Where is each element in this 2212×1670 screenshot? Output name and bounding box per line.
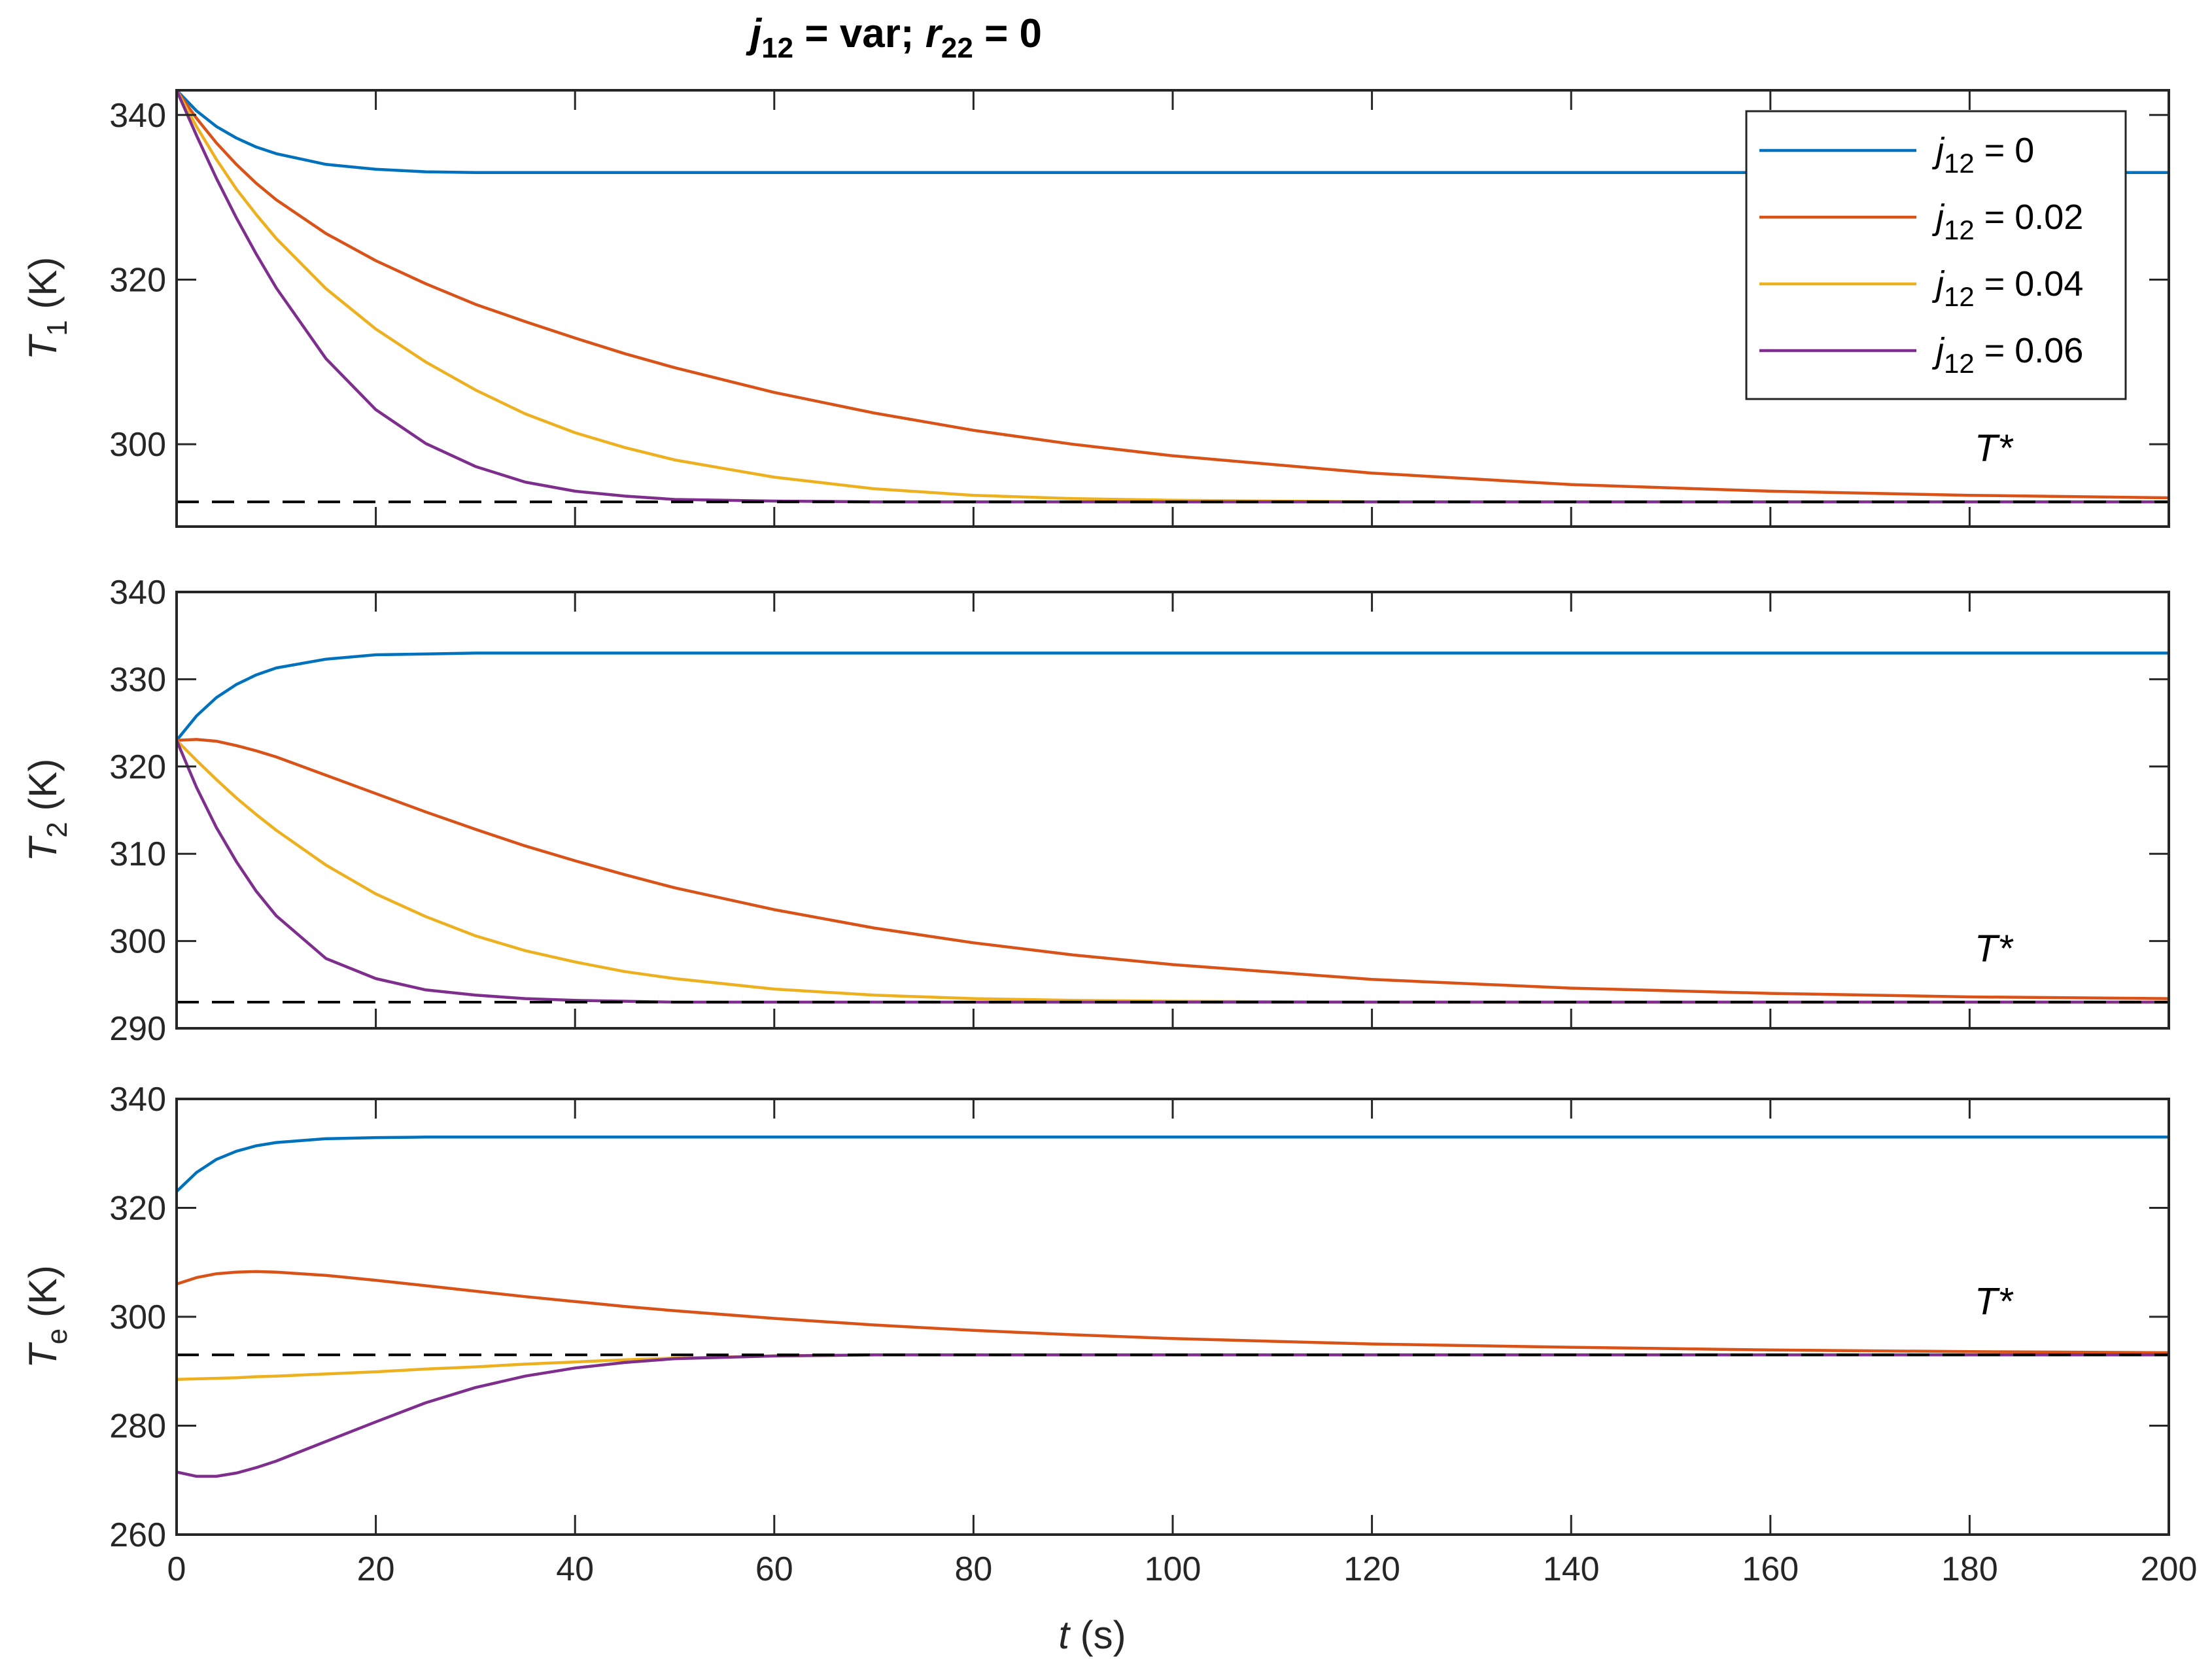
y-axis-label: Te (K) [21, 1265, 73, 1368]
y-axis-var: T [21, 1342, 65, 1368]
y-axis-label: T1 (K) [21, 257, 73, 360]
y-tick-label: 330 [109, 661, 166, 699]
reference-annotation: T* [1975, 928, 2014, 970]
x-tick-label: 60 [755, 1550, 793, 1588]
plot-area [177, 592, 2169, 1028]
x-tick-label: 140 [1543, 1550, 1600, 1588]
series-line-2 [175, 89, 2169, 500]
x-tick-label: 120 [1343, 1550, 1400, 1588]
y-tick-label: 300 [109, 426, 166, 464]
legend-value: = 0.04 [1975, 264, 2084, 304]
y-tick-label: 260 [109, 1516, 166, 1554]
series-line-4 [175, 739, 2169, 1004]
y-tick-label: 290 [109, 1010, 166, 1048]
legend-value: = 0.02 [1975, 198, 2084, 237]
series-line-1 [175, 1136, 2169, 1193]
series-line-1 [175, 89, 2169, 175]
title-end: = 0 [973, 11, 1042, 56]
y-tick-label: 300 [109, 923, 166, 961]
x-tick-label: 20 [357, 1550, 395, 1588]
y-tick-label: 340 [109, 97, 166, 135]
legend-sub: 12 [1944, 215, 1975, 245]
y-tick-label: 340 [109, 574, 166, 612]
x-axis-unit: (s) [1069, 1613, 1126, 1657]
x-tick-label: 80 [954, 1550, 992, 1588]
y-axis-sub: e [41, 1329, 73, 1344]
y-axis-var: T [21, 835, 65, 861]
x-tick-label: 180 [1941, 1550, 1998, 1588]
series-line-4 [176, 1353, 2169, 1478]
series-line-2 [176, 738, 2169, 1000]
legend-label-4: j12 = 0.06 [1931, 331, 2083, 379]
y-tick-label: 320 [109, 748, 166, 786]
x-tick-label: 100 [1145, 1550, 1201, 1588]
y-tick-label: 310 [109, 835, 166, 873]
legend-value: = 0.06 [1975, 331, 2084, 370]
legend-sub: 12 [1944, 348, 1975, 379]
legend-sub: 12 [1944, 281, 1975, 312]
y-axis-unit: (K) [21, 759, 65, 822]
reference-annotation: T* [1975, 427, 2014, 470]
y-tick-label: 320 [109, 1190, 166, 1228]
chart-title: j12 = var; r22 = 0 [746, 11, 1042, 64]
legend-value: = 0 [1975, 131, 2035, 170]
y-axis-sub: 2 [41, 822, 73, 837]
y-axis-unit: (K) [21, 257, 65, 321]
series-line-2 [176, 1270, 2169, 1355]
y-axis-unit: (K) [21, 1265, 65, 1329]
reference-annotation: T* [1975, 1280, 2014, 1323]
series-line-1 [175, 652, 2169, 742]
y-axis-label: T2 (K) [21, 759, 73, 862]
x-tick-label: 160 [1742, 1550, 1799, 1588]
panel-t2: T* 290 300 310 320 330 340 T2 (K) [21, 574, 2170, 1048]
title-var-r: r [925, 11, 943, 56]
x-axis-var: t [1058, 1613, 1071, 1657]
title-sub-12: 12 [761, 32, 793, 64]
y-tick-label: 300 [109, 1298, 166, 1336]
series-line-4 [175, 90, 2169, 504]
x-tick-label: 0 [167, 1550, 186, 1588]
title-sub-22: 22 [941, 32, 973, 64]
legend-sub: 12 [1944, 148, 1975, 179]
x-tick-label: 40 [556, 1550, 594, 1588]
x-tick-label: 200 [2141, 1550, 2198, 1588]
y-tick-label: 280 [109, 1408, 166, 1446]
y-axis-var: T [21, 333, 65, 360]
y-tick-label: 320 [109, 261, 166, 299]
title-mid: = var; [793, 11, 925, 56]
y-tick-label: 340 [109, 1081, 166, 1119]
plot-area [177, 1099, 2169, 1535]
legend-label-3: j12 = 0.04 [1931, 264, 2083, 312]
y-axis-sub: 1 [41, 320, 73, 336]
x-axis-label: t (s) [1058, 1613, 1126, 1657]
panel-te: T* 260 280 300 320 340 0 20 40 60 80 100 120 140 160 18… [21, 1081, 2197, 1588]
